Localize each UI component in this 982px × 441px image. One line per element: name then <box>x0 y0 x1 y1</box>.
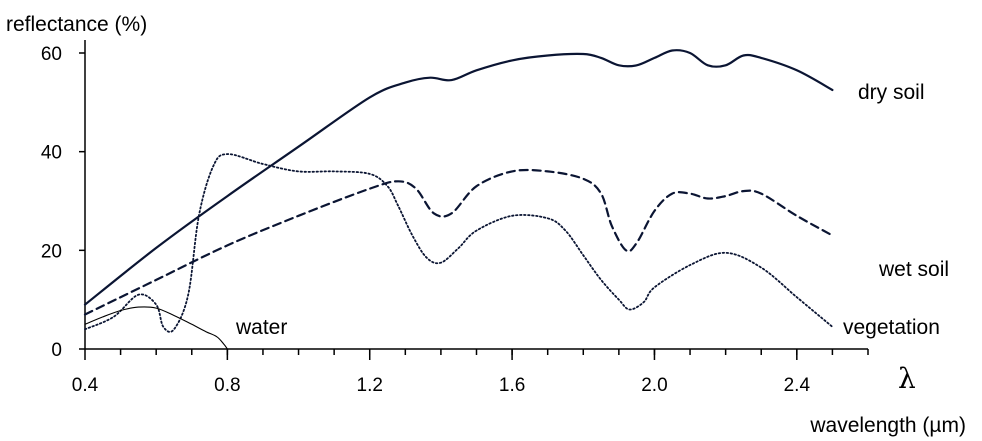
x-tick-label: 1.6 <box>499 375 525 396</box>
axis-ticks: 0.4 0.8 1.2 1.6 2.0 2.4 0 20 40 60 <box>41 44 869 396</box>
x-tick-label: 0.8 <box>214 375 240 396</box>
label-water: water <box>235 316 287 339</box>
label-wet-soil: wet soil <box>878 258 949 281</box>
y-tick-label: 0 <box>51 340 62 361</box>
x-axis-lambda-symbol: λ <box>898 362 916 395</box>
y-tick-label: 20 <box>41 241 62 262</box>
y-axis-title: reflectance (%) <box>6 13 147 36</box>
x-tick-label: 0.4 <box>72 375 99 396</box>
series-wet-soil <box>83 168 834 316</box>
label-dry-soil: dry soil <box>858 81 925 104</box>
y-tick-label: 60 <box>41 44 62 65</box>
series-water <box>84 306 228 350</box>
x-axis-title: wavelength (µm) <box>809 414 966 437</box>
x-tick-label: 2.0 <box>641 375 667 396</box>
label-vegetation: vegetation <box>843 316 940 339</box>
x-tick-label: 2.4 <box>784 375 811 396</box>
series-vegetation <box>84 153 834 333</box>
y-tick-label: 40 <box>41 143 62 164</box>
series-dry-soil <box>83 49 834 306</box>
x-tick-label: 1.2 <box>357 375 383 396</box>
series-lines <box>83 49 834 350</box>
